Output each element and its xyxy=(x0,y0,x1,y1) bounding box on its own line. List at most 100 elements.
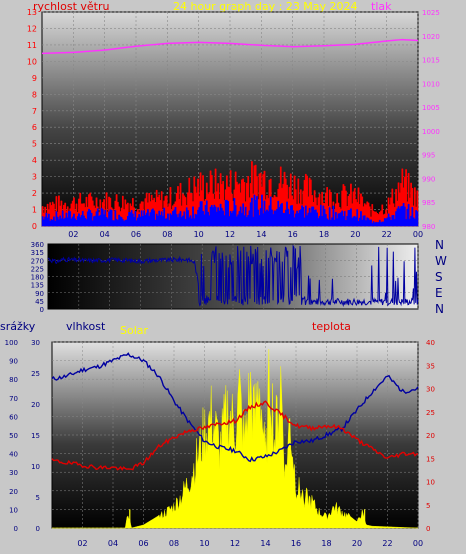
rain-tick-label: 30 xyxy=(9,469,18,477)
humidity-series xyxy=(51,352,419,463)
direction-tick-label: 0 xyxy=(40,306,44,314)
temperature-tick-label: 30 xyxy=(426,386,435,394)
pressure-tick-label: 1010 xyxy=(422,80,440,88)
direction-tick-label: 225 xyxy=(31,265,44,273)
temperature-tick-label: 20 xyxy=(426,432,435,440)
wind-tick-label: 11 xyxy=(27,41,37,50)
pressure-axis-ticks: 980 985 990 995 1000 1005 1010 1015 1020 1025 xyxy=(422,9,440,231)
top-x-tick-label: 12 xyxy=(225,230,235,239)
compass-e: E xyxy=(435,286,443,300)
rain-tick-label: 10 xyxy=(9,506,18,514)
pressure-tick-label: 1020 xyxy=(422,33,440,41)
pressure-series xyxy=(41,38,419,55)
rain-axis-ticks: 0 10 20 30 40 50 60 70 80 90 100 xyxy=(5,339,18,533)
bottom-x-tick-label: 06 xyxy=(138,539,148,548)
bottom-x-tick-label: 14 xyxy=(260,539,270,548)
temperature-tick-label: 5 xyxy=(426,502,430,510)
pressure-tick-label: 985 xyxy=(422,199,435,207)
bottom-x-tick-label: 10 xyxy=(199,539,209,548)
rain-label: srážky xyxy=(0,320,36,333)
temperature-tick-label: 40 xyxy=(426,339,435,347)
top-x-tick-label: 08 xyxy=(162,230,172,239)
humidity-tick-label: 15 xyxy=(31,432,40,440)
pressure-tick-label: 1005 xyxy=(422,104,440,112)
bottom-x-tick-label: 22 xyxy=(382,539,392,548)
chart-title: 24 hour graph day : 23 May 2024 xyxy=(173,0,358,13)
wind-tick-label: 5 xyxy=(32,140,37,149)
temperature-axis-ticks: 0 5 10 15 20 25 30 35 40 xyxy=(426,339,435,533)
temperature-tick-label: 35 xyxy=(426,362,435,370)
bottom-x-tick-label: 00 xyxy=(413,539,423,548)
top-x-tick-label: 20 xyxy=(350,230,360,239)
pressure-label: tlak xyxy=(371,0,392,13)
bottom-x-tick-label: 08 xyxy=(169,539,179,548)
wind-tick-label: 6 xyxy=(32,123,37,132)
rain-tick-label: 90 xyxy=(9,358,18,366)
pressure-tick-label: 1000 xyxy=(422,128,440,136)
compass-n-bottom: N xyxy=(435,302,444,316)
top-x-tick-label: 06 xyxy=(131,230,141,239)
top-x-tick-label: 00 xyxy=(413,230,423,239)
bottom-x-tick-label: 20 xyxy=(352,539,362,548)
temperature-tick-label: 0 xyxy=(426,525,430,533)
wind-tick-label: 0 xyxy=(32,222,37,231)
pressure-tick-label: 1025 xyxy=(422,9,440,17)
humidity-tick-label: 0 xyxy=(36,525,40,533)
direction-line xyxy=(47,244,419,308)
solar-area xyxy=(52,349,419,529)
bottom-x-tick-label: 04 xyxy=(108,539,118,548)
rain-tick-label: 100 xyxy=(5,339,18,347)
direction-tick-label: 270 xyxy=(31,257,44,265)
rain-tick-label: 70 xyxy=(9,395,18,403)
humidity-line xyxy=(51,352,419,463)
rain-tick-label: 80 xyxy=(9,376,18,384)
direction-tick-label: 135 xyxy=(31,282,44,290)
top-x-ticks: 02 04 06 08 10 12 14 16 18 20 22 00 xyxy=(68,230,423,239)
compass-w: W xyxy=(435,254,447,268)
humidity-tick-label: 10 xyxy=(31,463,40,471)
wind-tick-label: 8 xyxy=(32,90,37,99)
top-x-tick-label: 18 xyxy=(319,230,329,239)
wind-tick-label: 7 xyxy=(32,107,37,116)
temperature-label: teplota xyxy=(312,320,351,333)
wind-tick-label: 13 xyxy=(27,8,37,17)
solar-series xyxy=(52,349,419,529)
compass-n-top: N xyxy=(435,238,444,252)
rain-tick-label: 20 xyxy=(9,488,18,496)
temperature-tick-label: 25 xyxy=(426,409,435,417)
bottom-x-tick-label: 12 xyxy=(230,539,240,548)
pressure-tick-label: 1015 xyxy=(422,57,440,65)
bottom-x-ticks: 02 04 06 08 10 12 14 16 18 20 22 00 xyxy=(77,539,423,548)
temperature-line xyxy=(51,400,419,471)
direction-tick-label: 360 xyxy=(31,241,44,249)
wind-avg-area xyxy=(41,194,419,227)
temperature-tick-label: 10 xyxy=(426,479,435,487)
rain-tick-label: 60 xyxy=(9,413,18,421)
humidity-label: vlhkost xyxy=(66,320,106,333)
rain-tick-label: 50 xyxy=(9,432,18,440)
wind-tick-label: 4 xyxy=(32,156,37,165)
bottom-x-tick-label: 02 xyxy=(77,539,87,548)
top-x-tick-label: 22 xyxy=(382,230,392,239)
compass-s: S xyxy=(435,270,443,284)
direction-tick-label: 90 xyxy=(35,290,44,298)
humidity-tick-label: 20 xyxy=(31,401,40,409)
bottom-x-tick-label: 18 xyxy=(321,539,331,548)
temperature-tick-label: 15 xyxy=(426,455,435,463)
humidity-tick-label: 30 xyxy=(31,339,40,347)
pressure-tick-label: 990 xyxy=(422,175,435,183)
top-x-tick-label: 04 xyxy=(100,230,110,239)
top-x-tick-label: 16 xyxy=(288,230,298,239)
top-x-tick-label: 10 xyxy=(194,230,204,239)
solar-label: Solar xyxy=(120,324,149,337)
bottom-x-tick-label: 16 xyxy=(291,539,301,548)
temperature-series xyxy=(51,400,419,471)
direction-tick-label: 45 xyxy=(35,298,44,306)
wind-avg-series xyxy=(41,194,419,227)
pressure-tick-label: 980 xyxy=(422,223,435,231)
rain-tick-label: 0 xyxy=(14,525,18,533)
